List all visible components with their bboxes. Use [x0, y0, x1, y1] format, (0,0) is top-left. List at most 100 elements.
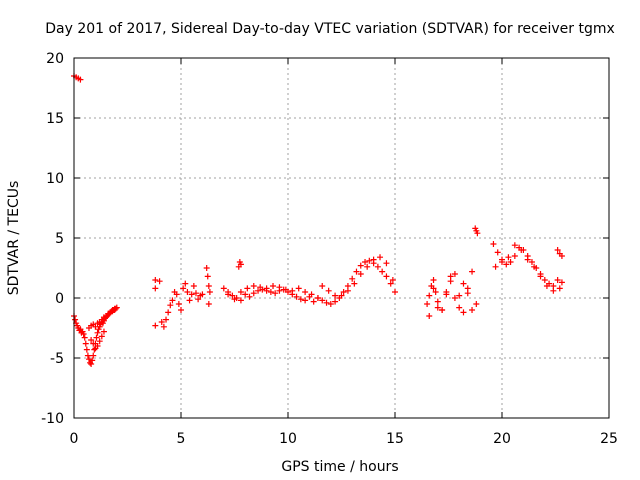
data-point: [152, 277, 159, 283]
data-point: [293, 293, 300, 300]
data-point: [263, 285, 270, 292]
data-point: [295, 285, 302, 292]
data-point: [225, 291, 232, 298]
data-point: [272, 290, 279, 297]
data-point: [237, 297, 244, 304]
data-point: [167, 302, 174, 309]
grid: [74, 58, 609, 418]
data-point: [85, 356, 92, 363]
data-point: [237, 289, 244, 295]
data-point: [518, 247, 525, 253]
data-point: [430, 285, 437, 292]
x-tick-label: 0: [70, 431, 79, 447]
data-point: [383, 260, 390, 267]
data-point: [246, 293, 253, 300]
data-point: [456, 304, 463, 311]
data-point: [72, 316, 79, 323]
data-point: [492, 263, 499, 270]
y-axis-label: SDTVAR / TECUs: [6, 181, 22, 296]
data-point: [231, 296, 238, 303]
data-point: [434, 298, 441, 305]
data-point: [203, 265, 210, 271]
x-tick-label: 20: [493, 431, 511, 447]
data-point: [524, 256, 531, 263]
data-point: [90, 352, 97, 359]
data-point: [362, 259, 369, 265]
data-point: [558, 253, 565, 259]
data-point: [255, 287, 262, 294]
data-point: [503, 261, 510, 268]
data-point: [188, 291, 195, 298]
data-point: [257, 284, 264, 291]
data-point: [353, 268, 360, 275]
x-tick-label: 10: [279, 431, 297, 447]
data-point: [426, 313, 433, 319]
data-point: [451, 271, 458, 277]
data-point: [314, 295, 321, 301]
x-tick-label: 15: [386, 431, 404, 447]
plot-border: [73, 57, 610, 419]
data-point: [98, 333, 105, 340]
data-point: [175, 301, 182, 307]
y-tick-label: -5: [50, 351, 64, 367]
data-point: [323, 299, 330, 306]
data-point: [556, 285, 563, 292]
data-point: [349, 275, 356, 282]
chart-title: Day 201 of 2017, Sidereal Day-to-day VTE…: [45, 21, 615, 37]
data-point: [511, 242, 518, 249]
data-point: [531, 263, 538, 270]
data-point: [511, 253, 518, 259]
data-point: [456, 292, 463, 299]
data-point: [332, 298, 339, 305]
y-tick-label: -10: [41, 411, 64, 427]
y-tick-label: 10: [46, 171, 64, 187]
data-point: [173, 291, 180, 298]
data-point: [163, 316, 170, 323]
data-point: [460, 309, 467, 316]
data-point: [426, 292, 433, 299]
data-point: [308, 291, 315, 298]
data-point: [344, 287, 351, 294]
data-point: [92, 323, 99, 330]
data-point: [474, 230, 481, 237]
data-point: [464, 290, 471, 297]
data-point: [91, 346, 98, 353]
data-point: [374, 263, 381, 270]
data-point: [152, 285, 159, 292]
data-point: [392, 289, 398, 295]
data-point: [156, 278, 163, 285]
data-point: [297, 296, 304, 303]
data-point: [364, 263, 371, 270]
data-point: [96, 338, 103, 345]
data-point: [383, 273, 390, 280]
data-point: [554, 277, 561, 283]
data-point: [229, 292, 236, 299]
data-point: [82, 340, 89, 347]
data-point: [319, 297, 326, 304]
y-tick-label: 0: [55, 291, 64, 307]
data-point: [460, 280, 467, 287]
data-point: [424, 301, 431, 307]
data-point: [443, 289, 450, 295]
data-point: [366, 257, 373, 264]
data-point: [206, 289, 213, 295]
data-point: [451, 295, 458, 301]
data-point: [340, 289, 347, 295]
data-point: [250, 283, 257, 289]
y-tick-label: 5: [55, 231, 64, 247]
data-point: [88, 337, 95, 343]
data-point: [387, 280, 394, 287]
data-point: [310, 298, 317, 305]
data-point: [165, 309, 172, 316]
data-point: [192, 290, 199, 297]
data-point: [302, 297, 309, 304]
data-point: [430, 277, 437, 283]
data-point: [94, 343, 101, 349]
data-point: [490, 241, 497, 247]
data-point: [186, 297, 193, 304]
data-point: [473, 301, 480, 307]
data-point: [100, 328, 107, 335]
data-point: [90, 340, 97, 347]
